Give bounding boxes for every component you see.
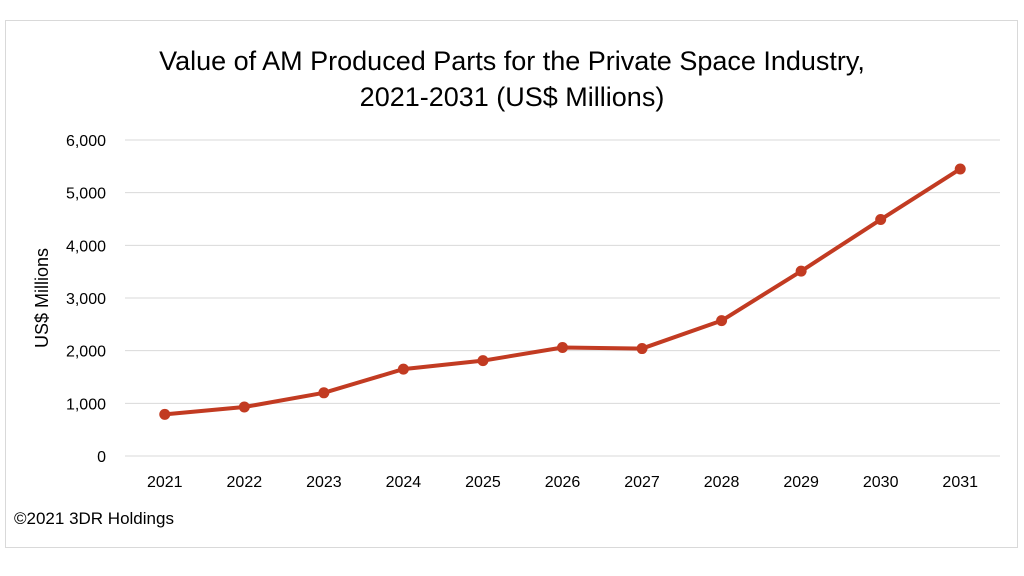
- data-point: [477, 355, 489, 367]
- y-tick-label: 2,000: [66, 344, 106, 361]
- chart-subtitle: 2021-2031 (US$ Millions): [360, 82, 665, 112]
- x-tick-label: 2031: [942, 474, 978, 491]
- y-tick-label: 6,000: [66, 133, 106, 150]
- gridlines: [125, 139, 1000, 457]
- x-tick-label: 2023: [306, 474, 342, 491]
- data-point: [397, 363, 409, 375]
- y-tick-label: 5,000: [66, 186, 106, 203]
- x-tick-label: 2025: [465, 474, 501, 491]
- x-axis-ticks: 2021 2022 2023 2024 2025 2026 2027 2028 2029 2030…: [147, 474, 978, 491]
- x-tick-label: 2029: [783, 474, 819, 491]
- copyright-credit: ©2021 3DR Holdings: [14, 509, 174, 528]
- x-tick-label: 2026: [545, 474, 581, 491]
- data-point: [159, 408, 171, 420]
- data-point: [318, 387, 330, 399]
- data-point: [875, 214, 887, 226]
- series-layer: [159, 163, 966, 420]
- x-tick-label: 2028: [704, 474, 740, 491]
- data-point: [636, 343, 648, 355]
- x-tick-label: 2021: [147, 474, 183, 491]
- x-tick-label: 2024: [386, 474, 422, 491]
- series-line: [162, 166, 963, 417]
- x-tick-label: 2030: [863, 474, 899, 491]
- x-tick-label: 2027: [624, 474, 660, 491]
- y-axis-ticks: 0 1,000 2,000 3,000 4,000 5,000 6,000: [66, 133, 106, 466]
- data-point: [716, 315, 728, 327]
- data-point: [238, 401, 250, 413]
- chart-title: Value of AM Produced Parts for the Priva…: [159, 46, 865, 76]
- data-point: [954, 163, 966, 175]
- y-tick-label: 4,000: [66, 238, 106, 255]
- y-tick-label: 3,000: [66, 291, 106, 308]
- data-point: [557, 342, 568, 354]
- y-tick-label: 1,000: [66, 396, 106, 413]
- chart-frame: [5, 20, 1018, 548]
- x-tick-label: 2022: [227, 474, 263, 491]
- y-axis-label: US$ Millions: [32, 248, 52, 348]
- data-point: [795, 265, 807, 277]
- y-tick-label: 0: [97, 449, 106, 466]
